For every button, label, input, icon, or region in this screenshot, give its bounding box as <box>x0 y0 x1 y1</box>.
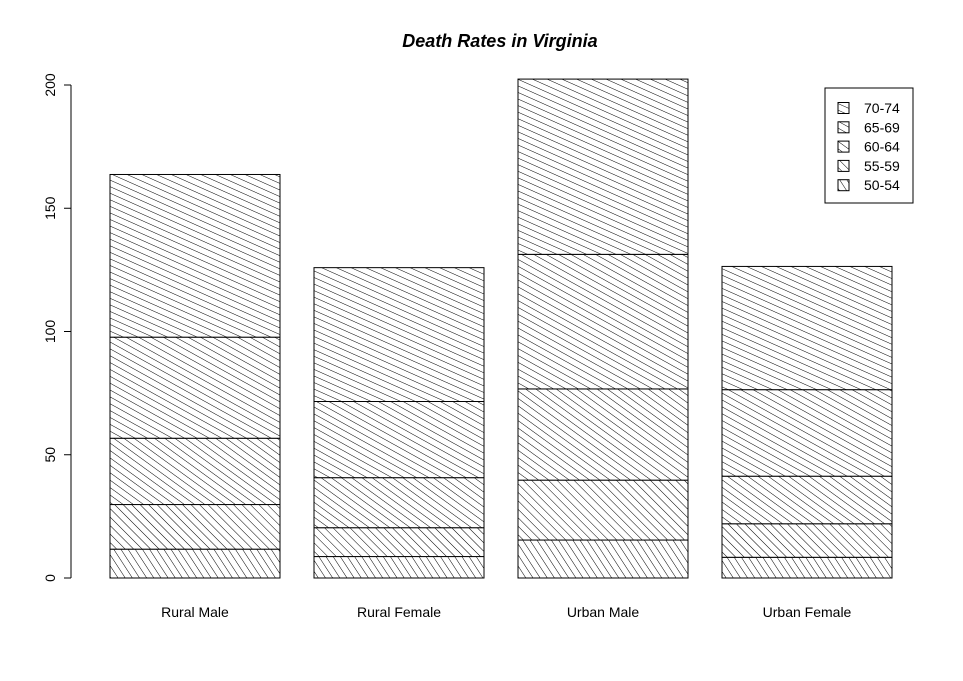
bar-segment <box>517 388 689 481</box>
x-category-label: Urban Female <box>763 604 852 620</box>
bar-segment <box>517 78 689 255</box>
y-tick-label: 150 <box>42 196 58 220</box>
chart-title: Death Rates in Virginia <box>402 31 597 51</box>
bar-segment <box>109 336 281 439</box>
legend-label: 55-59 <box>864 158 900 174</box>
legend-swatch <box>837 121 850 134</box>
legend-label: 65-69 <box>864 119 900 135</box>
bars-group <box>109 78 893 579</box>
bar-segment <box>517 253 689 390</box>
legend-swatch <box>837 102 850 114</box>
y-tick-label: 100 <box>42 320 58 344</box>
bar-segment <box>109 548 281 579</box>
bar-segment <box>517 479 689 541</box>
bar-segment <box>109 504 281 550</box>
bar-segment <box>721 556 893 579</box>
legend-label: 60-64 <box>864 139 900 155</box>
bar-segment <box>313 556 485 579</box>
bar-segment <box>721 265 893 391</box>
bar-segment <box>313 477 485 529</box>
bar-segment <box>313 527 485 558</box>
legend-label: 50-54 <box>864 177 900 193</box>
y-tick-label: 0 <box>42 574 58 582</box>
bar-segment <box>109 173 281 338</box>
legend-swatch <box>837 140 850 153</box>
bar-segment <box>721 475 893 525</box>
x-category-label: Rural Male <box>161 604 229 620</box>
bar-segment <box>109 437 281 506</box>
y-tick-label: 200 <box>42 73 58 97</box>
legend-swatch <box>837 159 850 172</box>
y-axis: 0 50 100 150 200 <box>42 73 72 582</box>
x-category-label: Rural Female <box>357 604 441 620</box>
y-tick-label: 50 <box>42 447 58 463</box>
legend-label: 70-74 <box>864 100 900 116</box>
bar-segment <box>313 401 485 479</box>
bar-segment <box>313 267 485 403</box>
legend-swatch <box>837 179 850 192</box>
x-category-label: Urban Male <box>567 604 640 620</box>
x-axis-labels: Rural Male Rural Female Urban Male Urban Fe… <box>161 604 851 620</box>
bar-segment <box>721 389 893 477</box>
bar-segment <box>517 539 689 579</box>
bar-segment <box>721 523 893 558</box>
legend: 70-74 65-69 60-64 55-59 50-54 <box>824 87 914 204</box>
